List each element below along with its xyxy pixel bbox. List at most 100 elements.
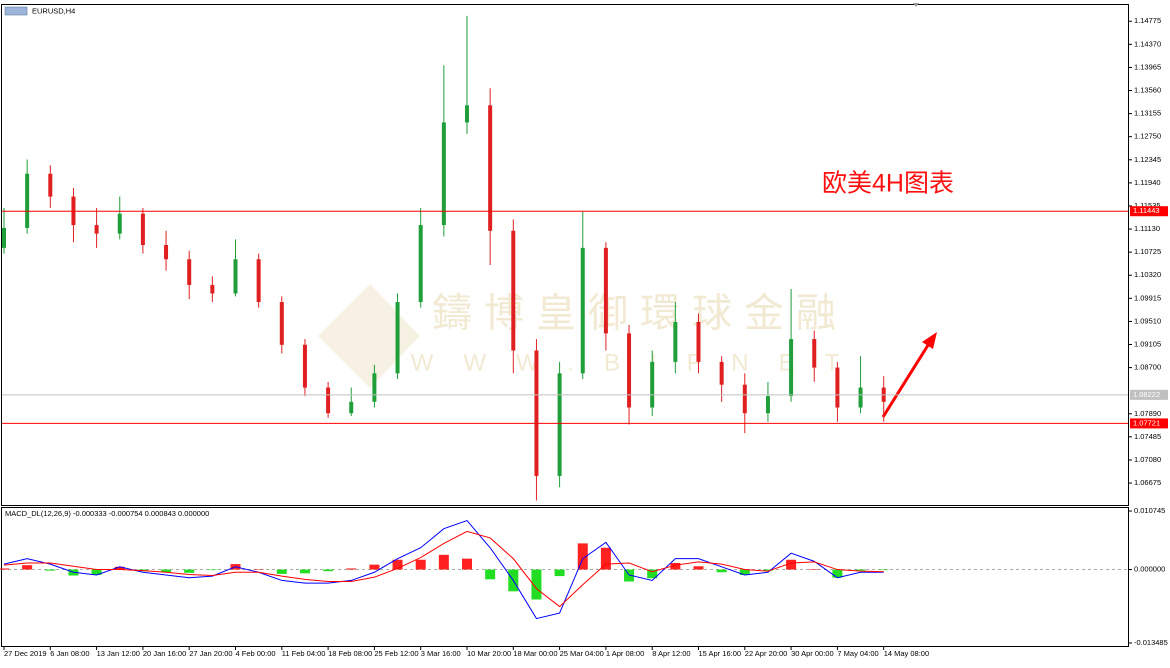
price-label: 1.11443 xyxy=(1133,206,1160,215)
candle-body xyxy=(441,122,446,226)
histogram-bar xyxy=(184,569,195,573)
candle-body xyxy=(48,173,53,197)
x-tick-label: 20 Jan 16:00 xyxy=(143,649,186,658)
x-tick-label: 22 Apr 20:00 xyxy=(745,649,788,658)
candle-body xyxy=(349,401,354,414)
histogram-bar xyxy=(531,569,542,600)
candle-body xyxy=(418,225,423,303)
histogram-bar xyxy=(554,569,565,577)
histogram-bar xyxy=(91,569,102,575)
watermark-logo xyxy=(318,284,420,388)
histogram-bar xyxy=(577,543,588,570)
histogram-bar xyxy=(762,569,773,571)
histogram-bar xyxy=(878,569,889,571)
candle-body xyxy=(326,387,331,414)
x-tick-label: 30 Apr 00:00 xyxy=(791,649,834,658)
histogram-bar xyxy=(438,554,449,570)
y-tick-label: 1.07485 xyxy=(1134,432,1161,441)
histogram-bar xyxy=(369,564,380,570)
histogram-bar xyxy=(739,569,750,575)
histogram-bar xyxy=(323,569,334,572)
candle-body xyxy=(256,259,261,303)
y-tick-label: 1.07890 xyxy=(1134,409,1161,418)
watermark-url: WWW.BIFNET xyxy=(411,349,870,376)
macd-line xyxy=(3,519,884,620)
histogram-bar xyxy=(299,569,310,574)
histogram-bar xyxy=(0,568,9,570)
y-tick-label: 1.13560 xyxy=(1134,86,1161,95)
y-tick-label: 1.06675 xyxy=(1134,478,1161,487)
price-panel-frame xyxy=(1,4,1129,506)
candle-body xyxy=(835,367,840,408)
histogram-bar xyxy=(207,569,218,571)
y-tick-label: 1.09105 xyxy=(1134,339,1161,348)
histogram-bar xyxy=(45,569,56,571)
candle-body xyxy=(765,396,770,414)
x-tick-label: 11 Feb 04:00 xyxy=(282,649,326,658)
y-tick-label: 1.11940 xyxy=(1134,178,1161,187)
candle-body xyxy=(673,321,678,362)
candle-body xyxy=(279,302,284,345)
y-tick-label: 1.10320 xyxy=(1134,270,1161,279)
candle-body xyxy=(511,230,516,351)
x-tick-label: 18 Mar 00:00 xyxy=(513,649,557,658)
candle-body xyxy=(488,105,493,231)
histogram-bar xyxy=(670,563,681,570)
candle-body xyxy=(302,344,307,388)
scroll-marker xyxy=(913,3,919,7)
x-tick-label: 15 Apr 16:00 xyxy=(699,649,742,658)
x-tick-label: 18 Feb 08:00 xyxy=(328,649,372,658)
y-tick-label: 0.010745 xyxy=(1134,506,1165,515)
candle-body xyxy=(2,227,6,248)
y-tick-label: -0.013485 xyxy=(1134,638,1168,647)
candle-body xyxy=(25,173,30,228)
x-tick-label: 8 Apr 12:00 xyxy=(652,649,690,658)
price-label-box xyxy=(1130,389,1168,400)
symbol-label: EURUSD,H4 xyxy=(4,6,75,16)
candle-body xyxy=(187,259,192,285)
histogram-bar xyxy=(253,569,264,571)
x-tick-label: 14 May 08:00 xyxy=(884,649,929,658)
x-tick-label: 13 Jan 12:00 xyxy=(97,649,140,658)
macd-line xyxy=(3,530,884,608)
y-tick-label: 1.13965 xyxy=(1134,62,1161,71)
candle-body xyxy=(117,213,122,234)
candle-body xyxy=(696,321,701,362)
arrow xyxy=(881,332,937,418)
histogram-bar xyxy=(624,569,635,582)
x-tick-label: 3 Mar 16:00 xyxy=(421,649,461,658)
candle-body xyxy=(372,373,377,402)
y-tick-label: 0.000000 xyxy=(1134,565,1165,574)
x-tick-label: 27 Jan 20:00 xyxy=(189,649,232,658)
candle-body xyxy=(557,373,562,476)
histogram-bar xyxy=(832,569,843,578)
candle-body xyxy=(534,350,539,476)
price-label: 1.08222 xyxy=(1133,390,1160,399)
candle-body xyxy=(94,225,99,234)
x-tick-label: 27 Dec 2019 xyxy=(4,649,47,658)
symbol-icon xyxy=(4,6,28,16)
watermark: 鑄博皇御環球金融 WWW.BIFNET xyxy=(318,284,870,388)
annotation: 欧美4H图表 xyxy=(822,170,954,198)
histogram-bar xyxy=(346,568,357,570)
watermark-cn: 鑄博皇御環球金融 xyxy=(432,292,848,336)
histogram-bar xyxy=(276,569,287,574)
y-tick-label: 1.11130 xyxy=(1134,224,1160,233)
y-tick-label: 1.12750 xyxy=(1134,132,1161,141)
histogram-bar xyxy=(22,565,33,570)
candle-body xyxy=(719,361,724,385)
candle-body xyxy=(858,387,863,408)
y-tick-label: 1.14775 xyxy=(1134,16,1161,25)
price-label-box xyxy=(1130,418,1168,429)
histogram-bar xyxy=(415,559,426,570)
candle-body xyxy=(140,213,145,246)
arrow-shaft xyxy=(881,341,932,418)
histogram-bar xyxy=(647,569,658,579)
histogram-bar xyxy=(485,569,496,580)
histogram-bar xyxy=(786,559,797,570)
histogram-bar xyxy=(462,558,472,570)
histogram-bar xyxy=(392,559,403,570)
candle-body xyxy=(233,259,238,294)
